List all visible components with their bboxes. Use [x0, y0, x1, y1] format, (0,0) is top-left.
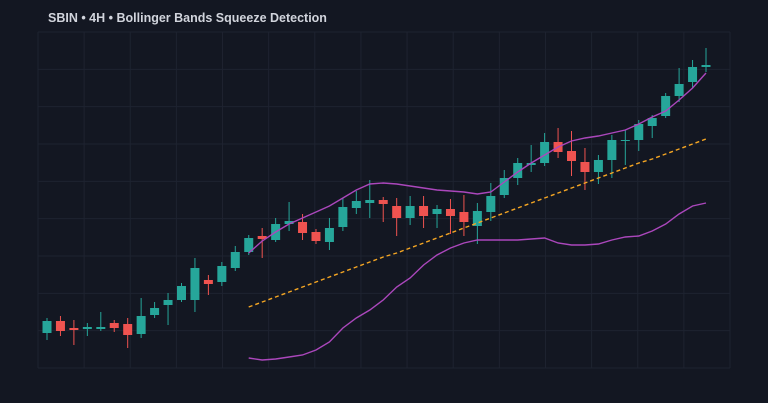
candle-body: [432, 209, 442, 214]
candle-body: [620, 140, 630, 141]
band-line: [248, 138, 707, 308]
candle-body: [459, 212, 469, 222]
candle-body: [96, 327, 106, 329]
chart-title: SBIN • 4H • Bollinger Bands Squeeze Dete…: [48, 11, 327, 25]
candle-body: [338, 207, 348, 227]
candle-body: [513, 163, 523, 178]
candle-body: [109, 323, 119, 328]
candle-body: [405, 206, 415, 218]
band-line: [248, 202, 707, 361]
candle-body: [203, 280, 213, 284]
candle-body: [647, 118, 657, 126]
candle-body: [150, 308, 160, 315]
candle-body: [701, 65, 711, 67]
candle-body: [190, 268, 200, 300]
candle-body: [311, 232, 321, 241]
candle-body: [123, 324, 133, 335]
candle-body: [284, 221, 294, 224]
band-line: [248, 72, 707, 254]
candle-body: [445, 209, 455, 216]
candle-body: [69, 328, 79, 330]
candle-body: [674, 84, 684, 96]
candle-body: [419, 206, 429, 216]
candle-body: [472, 211, 482, 226]
candle-body: [486, 196, 496, 212]
candle-body: [217, 266, 227, 282]
candle-body: [392, 206, 402, 218]
candle-body: [365, 200, 375, 203]
candle-body: [540, 142, 550, 163]
candle-body: [298, 222, 308, 233]
candle-body: [136, 316, 146, 334]
candle-body: [688, 67, 698, 82]
candle-body: [567, 151, 577, 161]
candle-body: [257, 236, 267, 239]
candle-body: [55, 321, 65, 331]
candle-body: [526, 163, 536, 165]
candle-body: [82, 327, 92, 329]
candle-body: [42, 321, 52, 333]
candle-body: [351, 201, 361, 208]
candle-body: [580, 162, 590, 172]
candle-body: [176, 286, 186, 300]
candle-body: [593, 160, 603, 172]
candle-body: [661, 96, 671, 116]
candle-body: [378, 200, 388, 204]
candle-body: [499, 178, 509, 195]
candle-body: [244, 238, 254, 252]
candle-body: [163, 300, 173, 305]
candle-body: [230, 252, 240, 268]
candle-body: [607, 140, 617, 160]
candle-body: [634, 124, 644, 140]
candle-body: [324, 228, 334, 242]
